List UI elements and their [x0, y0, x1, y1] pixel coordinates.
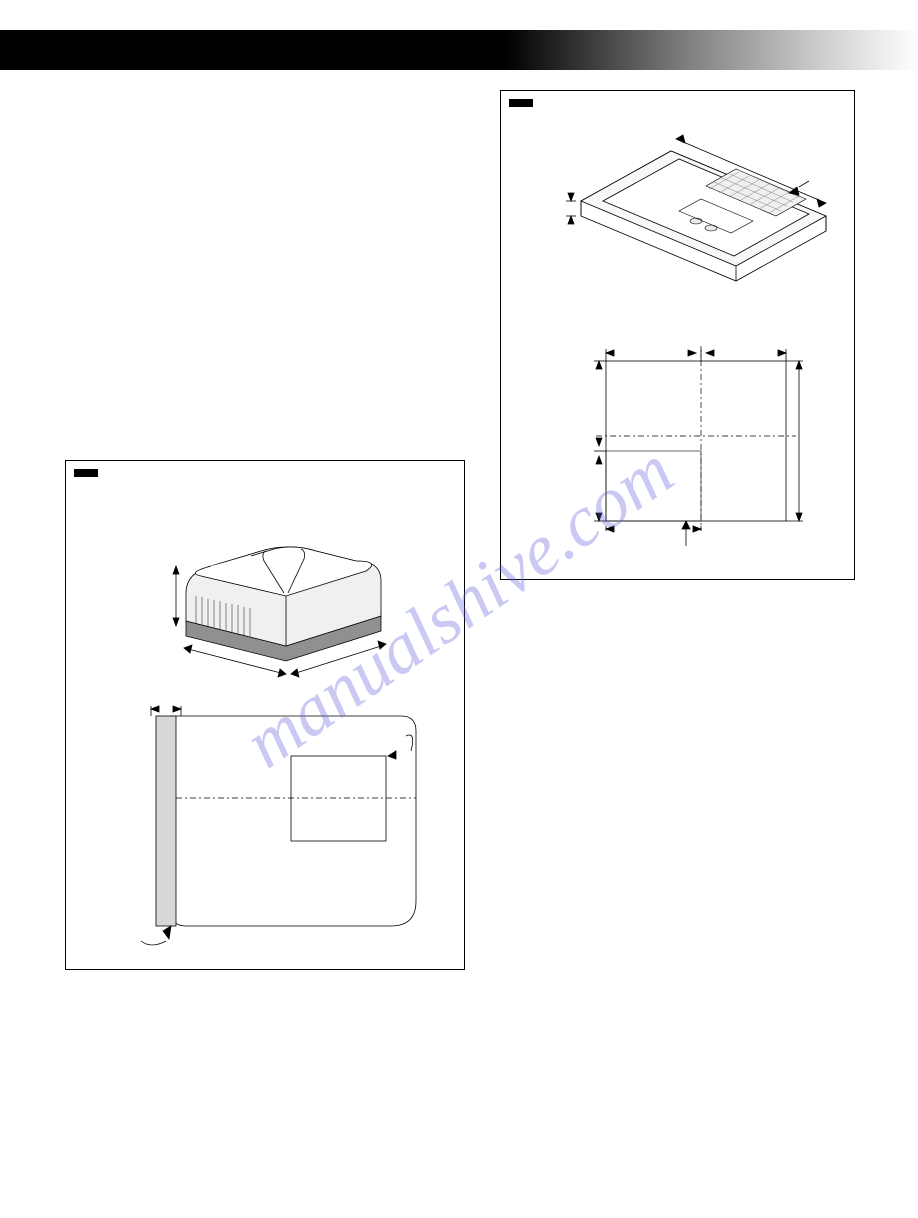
- page-content: manualshive.com: [0, 70, 918, 1188]
- ceiling-panel-diagram: [531, 121, 831, 301]
- cutout-template-diagram: [551, 331, 821, 551]
- figure-2-box: [500, 90, 855, 580]
- figure-2-label: [509, 99, 533, 107]
- ac-unit-isometric-diagram: [156, 501, 416, 681]
- header-gradient-bar: [0, 30, 918, 70]
- figure-1-box: [65, 460, 465, 970]
- figure-1-label: [74, 469, 98, 477]
- ac-unit-top-view-diagram: [136, 701, 426, 951]
